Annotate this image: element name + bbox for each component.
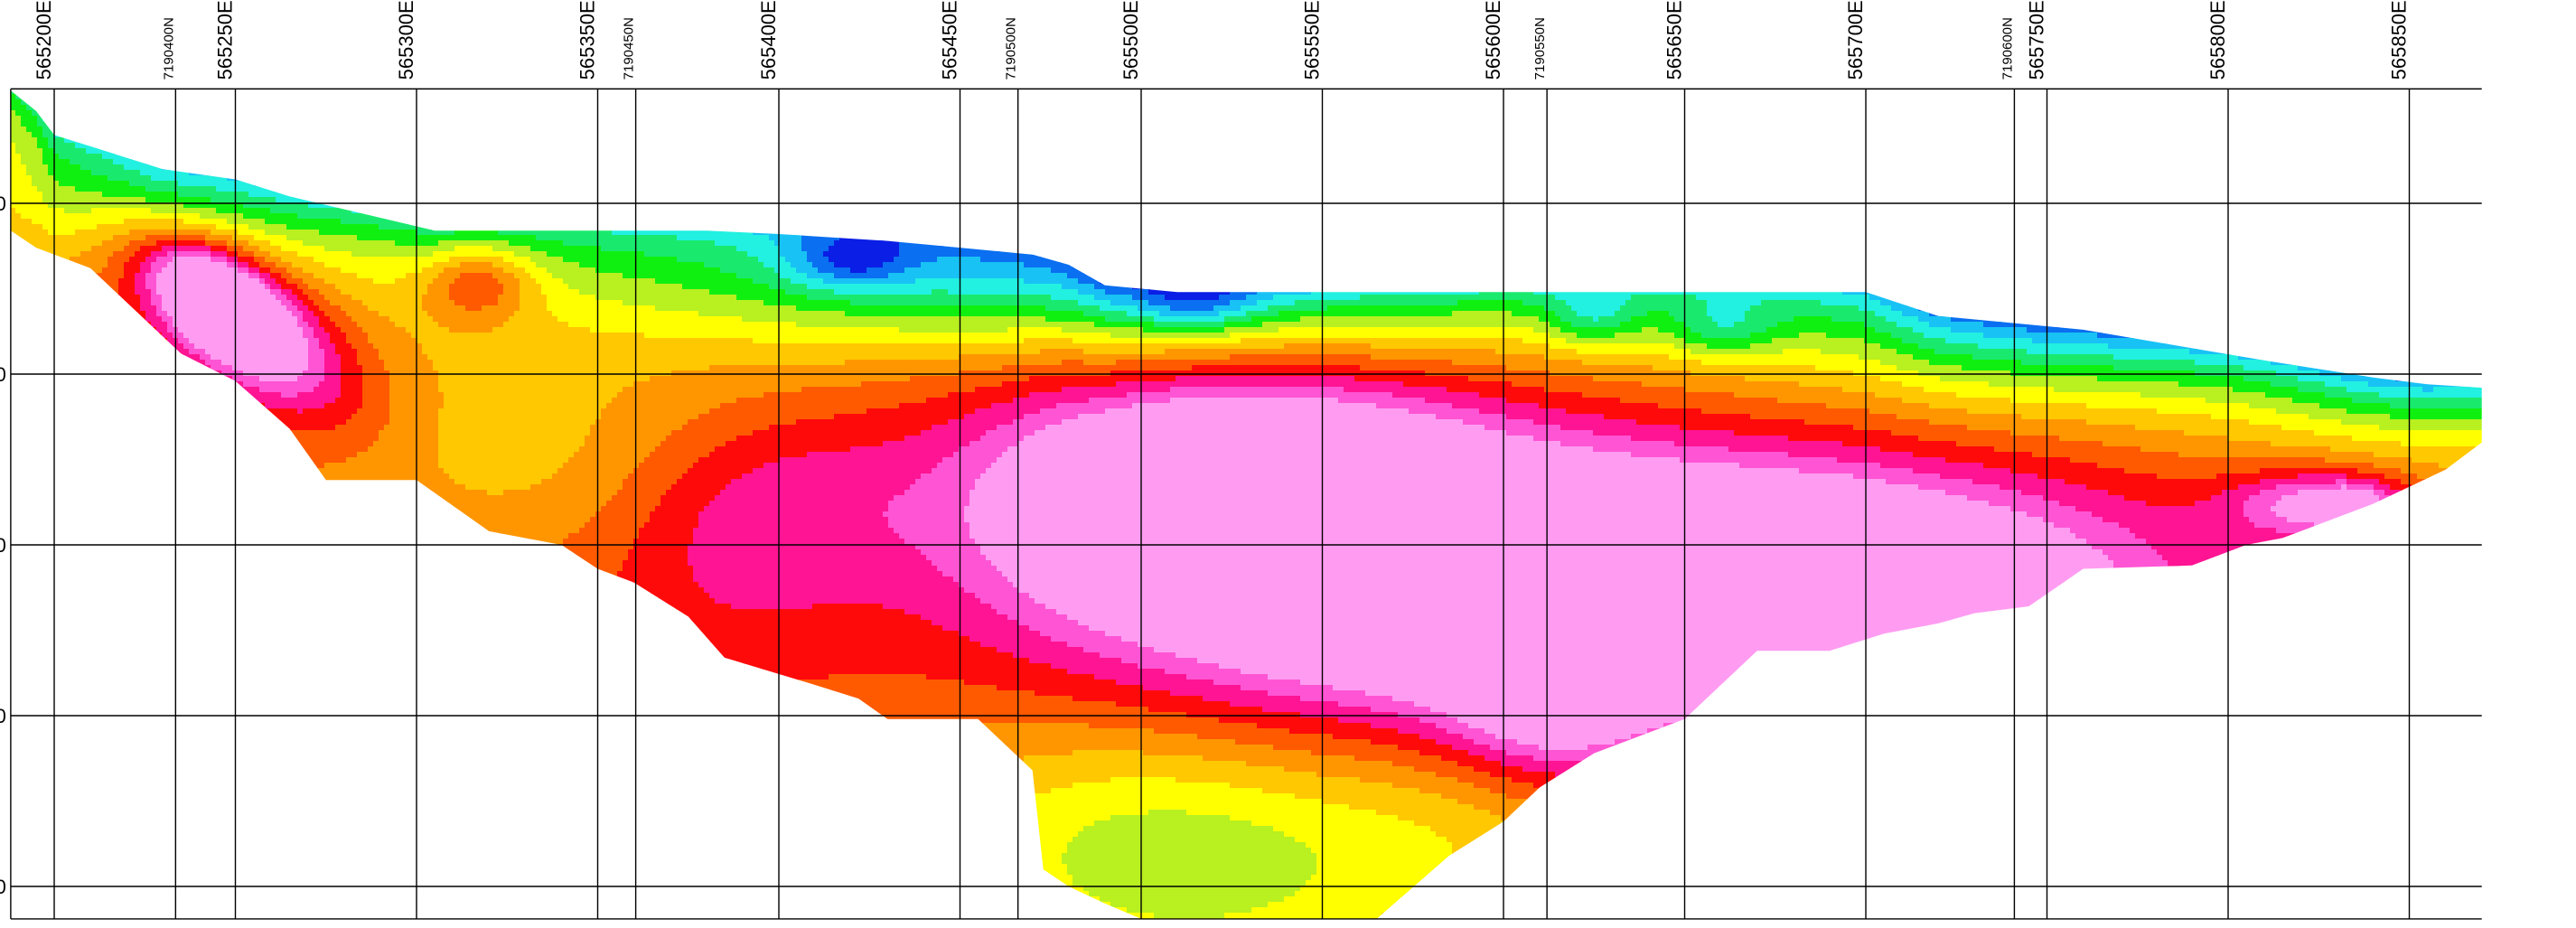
easting-tick-label: 565700E <box>1844 0 1867 80</box>
tick-labels: 565200E 565250E 565300E 565350E 565400E 56545… <box>0 0 2411 898</box>
easting-tick-label: 565450E <box>939 0 961 80</box>
northing-tick-label: 7190600N <box>2000 17 2015 80</box>
easting-tick-label: 565300E <box>395 0 417 80</box>
easting-tick-label: 565750E <box>2026 0 2048 80</box>
elevation-tick-label: 1250 <box>0 534 6 557</box>
elevation-tick-label: 1200 <box>0 705 6 727</box>
easting-tick-label: 565600E <box>1482 0 1504 80</box>
easting-tick-label: 565550E <box>1301 0 1324 80</box>
easting-tick-label: 565850E <box>2388 0 2411 80</box>
easting-tick-label: 565500E <box>1119 0 1142 80</box>
resistivity-field <box>10 90 2482 919</box>
northing-tick-label: 7190450N <box>622 17 637 80</box>
elevation-tick-label: 1150 <box>0 876 6 898</box>
easting-tick-label: 565250E <box>214 0 237 80</box>
northing-tick-label: 7190400N <box>161 17 176 80</box>
elevation-tick-label: 1300 <box>0 363 6 386</box>
northing-tick-label: 7190550N <box>1532 17 1548 80</box>
northing-tick-label: 7190500N <box>1004 17 1019 80</box>
elevation-tick-label: 1350 <box>0 192 6 215</box>
easting-tick-label: 565350E <box>576 0 599 80</box>
easting-tick-label: 565800E <box>2206 0 2229 80</box>
easting-tick-label: 565400E <box>757 0 780 80</box>
grid-lines <box>10 88 2482 920</box>
easting-tick-label: 565650E <box>1663 0 1686 80</box>
easting-tick-label: 565200E <box>33 0 55 80</box>
